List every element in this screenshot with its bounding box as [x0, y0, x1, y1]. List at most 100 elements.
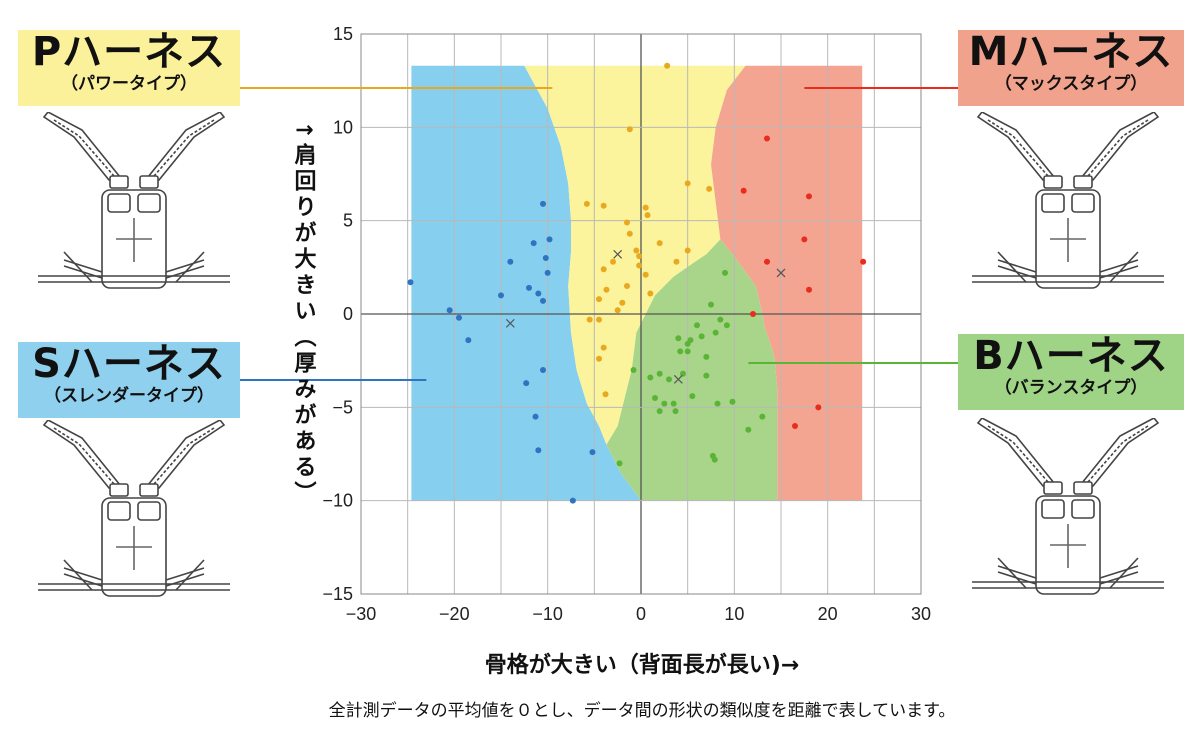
p-point	[684, 180, 691, 187]
p-point	[633, 247, 640, 254]
m-center-mark	[776, 268, 786, 278]
s-point	[540, 367, 546, 373]
b-point	[672, 408, 679, 415]
y-axis-title: ↑肩回りが大きい（厚みがある）	[291, 121, 317, 507]
p-harness-label: Pハーネス （パワータイプ）	[18, 30, 240, 106]
cluster-centers	[505, 249, 786, 384]
m-harness-label: Mハーネス （マックスタイプ）	[958, 30, 1184, 106]
x-tick-label: 0	[636, 604, 646, 624]
p-center-mark	[613, 249, 623, 259]
b-harness-icon	[971, 418, 1165, 595]
m-point	[764, 258, 770, 265]
b-point	[703, 372, 710, 379]
p-region	[524, 65, 746, 445]
p-point	[610, 258, 616, 265]
p-point	[624, 219, 630, 226]
b-point	[652, 395, 658, 401]
b-point	[661, 400, 668, 407]
b-point	[656, 408, 663, 415]
b-point	[687, 337, 694, 344]
b-point	[708, 301, 714, 308]
m-point	[806, 286, 812, 293]
b-harness-label: Bハーネス （バランスタイプ）	[958, 334, 1184, 410]
s-point	[507, 258, 514, 265]
s-point	[407, 279, 414, 286]
b-point	[666, 376, 672, 383]
x-tick-label: −30	[346, 604, 377, 624]
x-tick-label: 10	[724, 604, 744, 624]
b-point	[712, 329, 719, 336]
m-point	[806, 193, 812, 200]
b-point	[759, 413, 766, 420]
m-region	[711, 65, 863, 501]
p-point	[636, 262, 643, 269]
data-points	[407, 62, 867, 504]
b-center-mark	[673, 374, 683, 384]
p-point	[603, 286, 610, 293]
m-point	[750, 311, 756, 317]
chart-caption: 全計測データの平均値を０とし、データ間の形状の類似度を距離で表しています。	[329, 700, 956, 721]
m-point	[801, 236, 808, 243]
b-point	[722, 269, 728, 276]
plot-frame	[360, 33, 922, 595]
b-point	[684, 348, 691, 355]
m-point	[764, 135, 770, 142]
m-harness-subtitle: （マックスタイプ）	[994, 74, 1148, 94]
s-point	[465, 337, 472, 344]
p-point	[626, 126, 633, 133]
p-point	[656, 240, 663, 247]
p-point	[642, 204, 649, 211]
x-tick-label: −10	[532, 604, 563, 624]
p-point	[600, 266, 607, 273]
b-point	[703, 353, 710, 360]
b-point	[694, 322, 700, 329]
y-tick-label: 10	[333, 117, 353, 137]
p-point	[596, 316, 602, 323]
y-tick-label: 0	[343, 304, 353, 324]
y-tick-label: −10	[322, 491, 353, 511]
p-point	[626, 230, 633, 237]
s-point	[523, 380, 530, 387]
p-point	[664, 62, 671, 69]
s-harness-label: Sハーネス （スレンダータイプ）	[18, 342, 240, 418]
b-point	[729, 398, 736, 405]
x-axis-title: 骨格が大きい（背面長が長い)→	[485, 652, 800, 678]
s-point	[535, 290, 542, 297]
b-point	[670, 400, 677, 407]
b-point	[714, 400, 721, 407]
cluster-regions	[411, 65, 863, 501]
grid	[360, 33, 922, 595]
p-point	[596, 296, 602, 303]
p-point	[673, 258, 680, 265]
p-point	[644, 212, 651, 219]
p-harness-subtitle: （パワータイプ）	[61, 74, 197, 94]
b-point	[711, 456, 718, 463]
s-point	[540, 297, 546, 304]
b-point	[677, 348, 684, 355]
m-point	[860, 258, 867, 265]
s-point	[542, 255, 549, 261]
s-center-mark	[505, 318, 515, 328]
b-point	[680, 370, 686, 377]
p-point	[619, 299, 626, 306]
b-point	[698, 333, 705, 340]
b-point	[723, 322, 730, 329]
label-connectors	[240, 87, 958, 381]
m-harness-icon	[971, 112, 1165, 289]
x-tick-label: 20	[818, 604, 838, 624]
x-tick-label: −20	[439, 604, 470, 624]
p-point	[614, 307, 621, 314]
s-point	[569, 497, 576, 504]
s-point	[456, 314, 462, 321]
p-point	[596, 355, 602, 362]
s-point	[532, 413, 539, 420]
b-point	[630, 367, 637, 373]
center-stroke	[673, 374, 683, 384]
s-point	[546, 236, 553, 243]
s-point	[540, 200, 546, 207]
p-point	[600, 344, 607, 351]
p-point	[647, 290, 654, 297]
s-harness-subtitle: （スレンダータイプ）	[44, 386, 214, 406]
b-point	[689, 393, 696, 400]
